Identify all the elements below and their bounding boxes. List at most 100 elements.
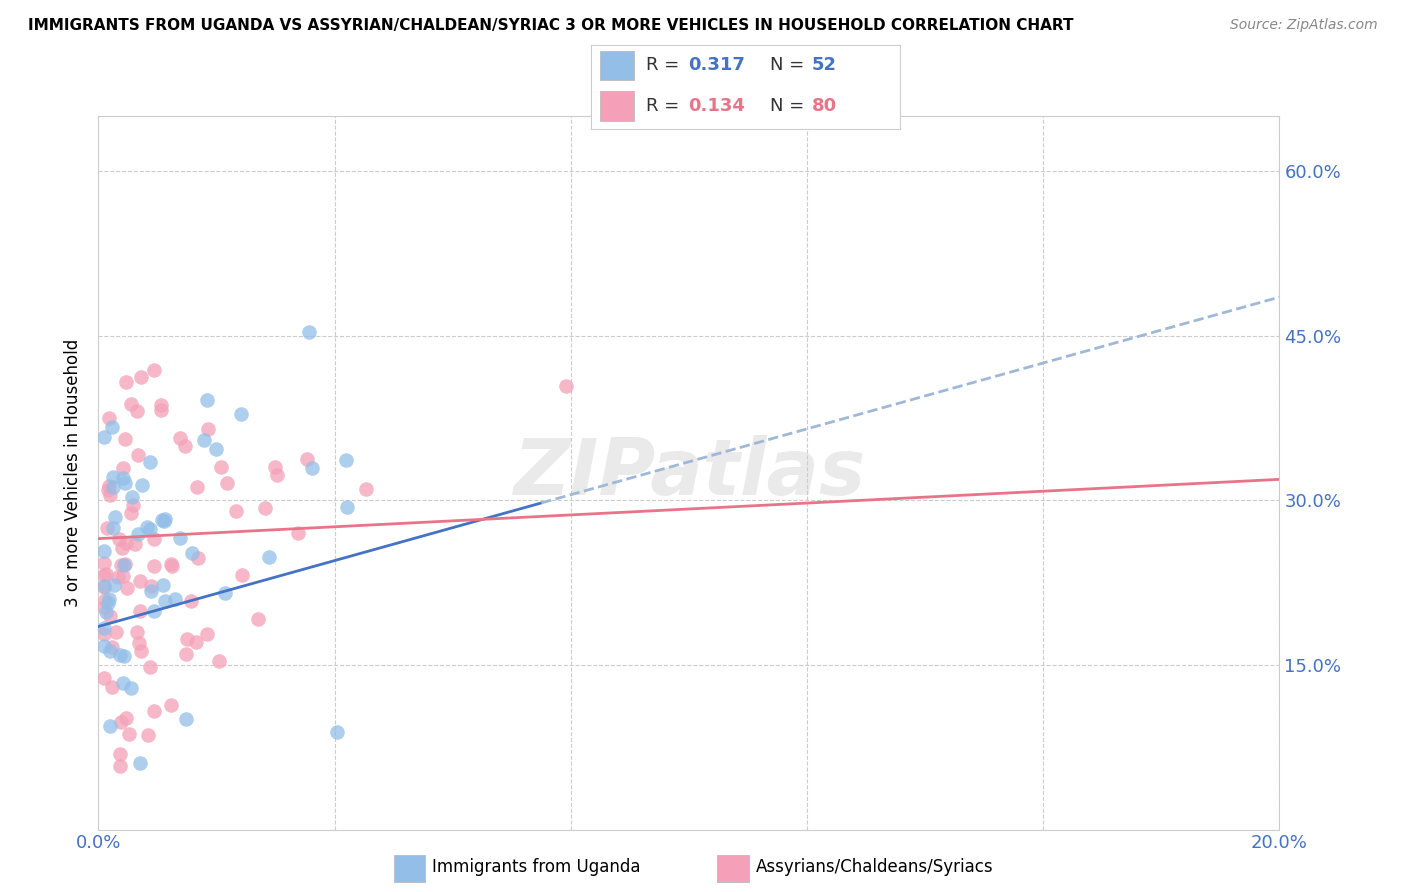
Point bbox=[121, 490, 143, 504]
Point bbox=[98, 488, 121, 502]
Point bbox=[127, 448, 149, 462]
Point bbox=[129, 604, 152, 618]
Bar bbox=[600, 91, 634, 120]
Point bbox=[169, 431, 191, 445]
Point bbox=[287, 526, 309, 541]
Bar bbox=[717, 855, 748, 881]
Point bbox=[554, 378, 576, 392]
Point bbox=[93, 640, 115, 654]
Point bbox=[354, 482, 377, 496]
Point bbox=[111, 470, 134, 484]
Bar bbox=[394, 855, 425, 881]
Point bbox=[184, 634, 207, 648]
Point bbox=[263, 459, 285, 474]
Point bbox=[124, 537, 146, 551]
Point bbox=[160, 559, 183, 574]
Point bbox=[150, 398, 173, 412]
Point bbox=[215, 476, 238, 491]
Text: R =: R = bbox=[647, 56, 685, 74]
Point bbox=[122, 498, 145, 512]
Point bbox=[114, 375, 136, 389]
Text: R =: R = bbox=[647, 96, 685, 114]
Point bbox=[152, 578, 174, 592]
Point bbox=[127, 404, 149, 418]
Point bbox=[301, 461, 323, 475]
Point bbox=[108, 759, 131, 773]
Point bbox=[93, 567, 115, 582]
Point bbox=[120, 397, 142, 411]
Point bbox=[335, 452, 357, 467]
Point bbox=[108, 648, 131, 663]
Point bbox=[138, 660, 160, 674]
Point bbox=[114, 557, 136, 571]
Point bbox=[115, 710, 138, 724]
Point bbox=[100, 680, 122, 694]
Point bbox=[169, 531, 191, 545]
Point bbox=[225, 504, 247, 518]
Point bbox=[176, 632, 198, 647]
Point bbox=[101, 480, 124, 494]
Point bbox=[104, 510, 127, 524]
Text: 80: 80 bbox=[811, 96, 837, 114]
Point bbox=[110, 558, 132, 573]
Text: 52: 52 bbox=[811, 56, 837, 74]
Text: 0.134: 0.134 bbox=[688, 96, 745, 114]
Point bbox=[111, 676, 134, 690]
Point bbox=[101, 640, 124, 655]
Point bbox=[150, 513, 173, 527]
Point bbox=[180, 546, 202, 560]
Point bbox=[120, 681, 142, 696]
Point bbox=[336, 500, 359, 514]
Point bbox=[93, 556, 115, 570]
Point bbox=[153, 511, 176, 525]
Point bbox=[96, 521, 118, 535]
Point bbox=[229, 407, 252, 421]
Point bbox=[97, 596, 120, 610]
Point bbox=[174, 712, 197, 726]
Point bbox=[155, 594, 177, 608]
Text: 0.317: 0.317 bbox=[688, 56, 745, 74]
Point bbox=[131, 478, 153, 492]
Point bbox=[207, 654, 229, 668]
Point bbox=[165, 591, 187, 606]
Point bbox=[152, 514, 174, 528]
Point bbox=[253, 501, 276, 516]
Point bbox=[326, 725, 349, 739]
Point bbox=[111, 541, 134, 555]
Point bbox=[108, 532, 131, 546]
Point bbox=[93, 627, 115, 641]
Point bbox=[93, 621, 115, 635]
Point bbox=[193, 433, 215, 447]
Point bbox=[100, 644, 122, 658]
Point bbox=[197, 393, 219, 408]
Point bbox=[141, 579, 163, 593]
Point bbox=[107, 570, 129, 584]
Point bbox=[110, 715, 132, 730]
Text: Assyrians/Chaldeans/Syriacs: Assyrians/Chaldeans/Syriacs bbox=[756, 858, 994, 877]
Point bbox=[112, 649, 135, 664]
Text: Immigrants from Uganda: Immigrants from Uganda bbox=[433, 858, 641, 877]
Text: ZIPatlas: ZIPatlas bbox=[513, 434, 865, 511]
Point bbox=[298, 325, 321, 339]
Y-axis label: 3 or more Vehicles in Household: 3 or more Vehicles in Household bbox=[65, 339, 83, 607]
Point bbox=[93, 543, 115, 558]
Point bbox=[246, 612, 269, 626]
Point bbox=[97, 483, 120, 497]
Text: N =: N = bbox=[770, 96, 810, 114]
Point bbox=[142, 704, 165, 718]
Point bbox=[159, 698, 181, 713]
Point bbox=[98, 609, 121, 624]
Point bbox=[174, 439, 197, 453]
Point bbox=[111, 569, 134, 583]
Point bbox=[197, 422, 219, 436]
Point bbox=[105, 624, 128, 639]
Point bbox=[114, 432, 136, 446]
Point bbox=[98, 411, 121, 425]
Point bbox=[143, 532, 166, 546]
Point bbox=[112, 461, 135, 475]
Point bbox=[93, 430, 115, 444]
Point bbox=[143, 363, 166, 377]
Point bbox=[118, 727, 141, 741]
Point bbox=[101, 470, 124, 484]
Point bbox=[108, 747, 131, 762]
